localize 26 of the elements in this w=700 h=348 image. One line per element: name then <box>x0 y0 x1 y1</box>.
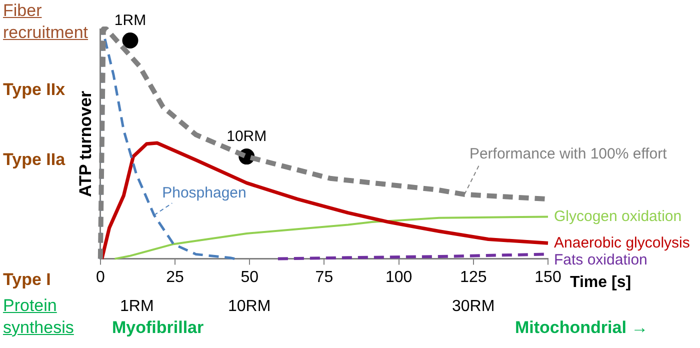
text: Type IIx <box>3 80 66 100</box>
x-tick-label: 125 <box>460 268 487 286</box>
series-label: Anaerobic glycolysis <box>554 234 690 252</box>
text: Myofibrillar <box>112 318 204 338</box>
x-tick-label: 75 <box>315 268 334 286</box>
text: 30RM <box>452 298 495 316</box>
text: Performance with 100% effort <box>469 146 668 163</box>
series-label: Glycogen oxidation <box>554 208 682 225</box>
text: Mitochondrial → <box>515 318 648 338</box>
y-axis-title: ATP turnover <box>76 90 95 197</box>
text: Type I <box>3 270 51 290</box>
text: 10RM <box>228 298 271 316</box>
series-label: Fats oxidation <box>554 251 648 268</box>
series-label: Phosphagen <box>162 184 246 202</box>
text: 1RM <box>120 298 154 316</box>
x-tick-label: 100 <box>385 268 412 286</box>
x-tick-label: 150 <box>534 268 562 286</box>
x-tick-label: 25 <box>166 268 184 286</box>
x-axis-title: Time [s] <box>570 274 632 292</box>
annotation: 10RM <box>226 128 267 146</box>
text: Protein synthesis <box>3 295 75 339</box>
text: Fiber recruitment <box>3 0 90 44</box>
annotation: 1RM <box>114 12 146 30</box>
x-tick-label: 0 <box>96 268 105 286</box>
x-tick-label: 50 <box>240 268 259 286</box>
text: Type IIa <box>3 150 66 170</box>
